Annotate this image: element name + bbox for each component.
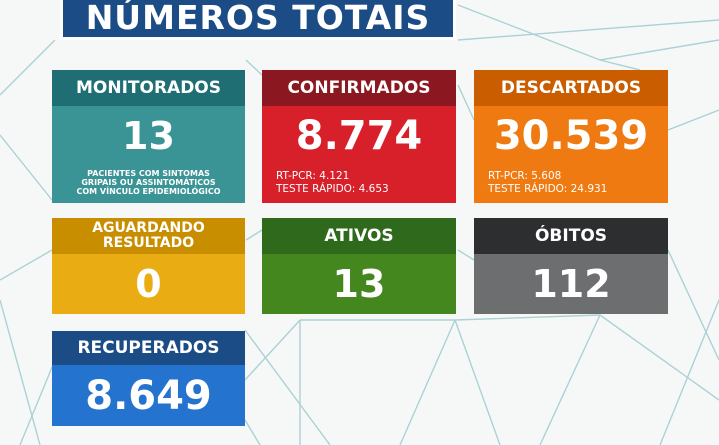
- card-aguardando-label-line: RESULTADO: [102, 235, 195, 251]
- card-descartados-body: 30.539 RT-PCR: 5.608 TESTE RÁPIDO: 24.93…: [474, 106, 668, 203]
- card-monitorados-body: 13 PACIENTES COM SINTOMAS GRIPAIS OU ASS…: [52, 106, 245, 203]
- card-aguardando-value: 0: [135, 262, 162, 306]
- card-monitorados-note-line: PACIENTES COM SINTOMAS: [87, 169, 210, 178]
- card-ativos: ATIVOS 13: [262, 218, 456, 314]
- card-descartados-label: DESCARTADOS: [500, 78, 642, 98]
- card-descartados-sub-line: RT-PCR: 5.608: [488, 170, 562, 182]
- card-descartados-value: 30.539: [493, 113, 649, 159]
- card-ativos-label: ATIVOS: [324, 226, 394, 246]
- card-descartados-header: DESCARTADOS: [474, 70, 668, 106]
- card-obitos-value: 112: [531, 262, 611, 306]
- card-monitorados-value: 13: [122, 114, 175, 158]
- card-obitos-header: ÓBITOS: [474, 218, 668, 254]
- card-confirmados-label: CONFIRMADOS: [287, 78, 431, 98]
- card-confirmados-sub-line: TESTE RÁPIDO: 4.653: [276, 182, 389, 195]
- card-recuperados-label: RECUPERADOS: [77, 338, 220, 358]
- title-banner: NÚMEROS TOTAIS: [60, 0, 456, 40]
- card-ativos-value: 13: [332, 262, 386, 306]
- card-obitos-label: ÓBITOS: [534, 226, 608, 246]
- page-title: NÚMEROS TOTAIS: [85, 0, 431, 37]
- card-recuperados-body: 8.649: [52, 365, 245, 426]
- card-aguardando-body: 0: [52, 254, 245, 314]
- card-confirmados-header: CONFIRMADOS: [262, 70, 456, 106]
- card-monitorados-note-line: GRIPAIS OU ASSINTOMÁTICOS: [81, 178, 216, 188]
- card-ativos-body: 13: [262, 254, 456, 314]
- card-aguardando: AGUARDANDO RESULTADO 0: [52, 218, 245, 314]
- card-aguardando-label-line: AGUARDANDO: [92, 220, 205, 237]
- card-monitorados-header: MONITORADOS: [52, 70, 245, 106]
- card-recuperados-header: RECUPERADOS: [52, 331, 245, 365]
- card-obitos-body: 112: [474, 254, 668, 314]
- card-confirmados-body: 8.774 RT-PCR: 4.121 TESTE RÁPIDO: 4.653: [262, 106, 456, 203]
- card-monitorados-label: MONITORADOS: [75, 78, 222, 98]
- card-recuperados-value: 8.649: [85, 372, 212, 419]
- card-recuperados: RECUPERADOS 8.649: [52, 331, 245, 426]
- card-monitorados-note-line: COM VÍNCULO EPIDEMIOLÓGICO: [76, 187, 221, 197]
- card-aguardando-header: AGUARDANDO RESULTADO: [52, 218, 245, 254]
- card-descartados-sub-line: TESTE RÁPIDO: 24.931: [488, 182, 608, 195]
- card-confirmados: CONFIRMADOS 8.774 RT-PCR: 4.121 TESTE RÁ…: [262, 70, 456, 203]
- card-ativos-header: ATIVOS: [262, 218, 456, 254]
- card-monitorados: MONITORADOS 13 PACIENTES COM SINTOMAS GR…: [52, 70, 245, 203]
- card-confirmados-value: 8.774: [295, 113, 423, 159]
- card-obitos: ÓBITOS 112: [474, 218, 668, 314]
- card-confirmados-sub-line: RT-PCR: 4.121: [276, 170, 350, 182]
- card-descartados: DESCARTADOS 30.539 RT-PCR: 5.608 TESTE R…: [474, 70, 668, 203]
